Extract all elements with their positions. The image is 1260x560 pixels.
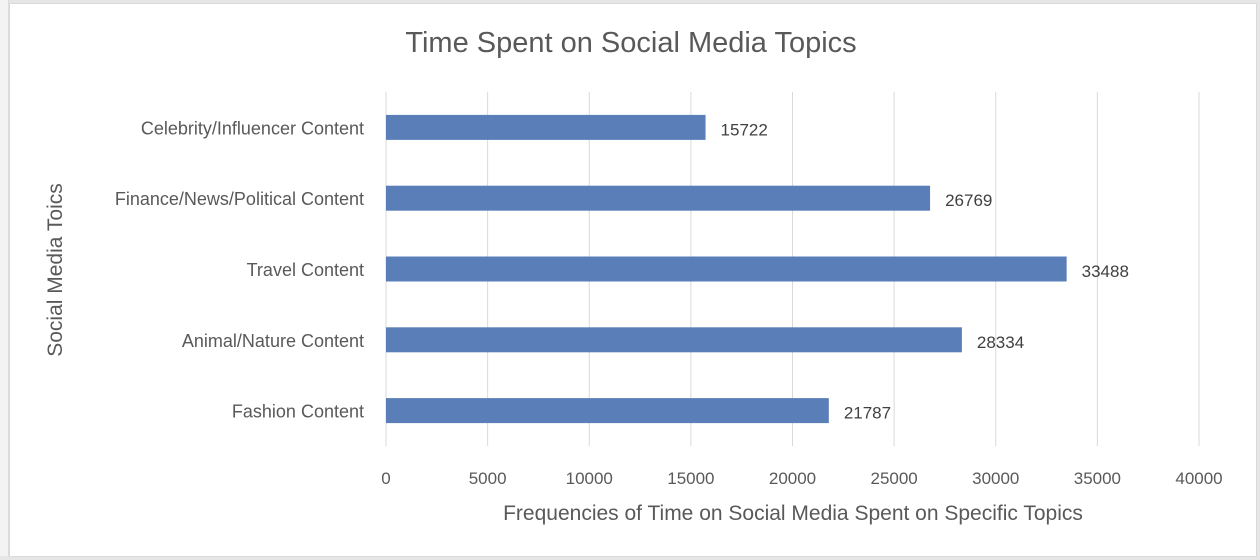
sheet-edge-right [1256,0,1260,560]
sheet-edge-left [0,0,9,560]
data-label: 15722 [721,120,768,139]
x-tick-label: 0 [381,469,390,488]
data-label: 33488 [1082,262,1129,281]
category-label: Fashion Content [232,402,364,422]
bar[interactable] [386,256,1067,282]
x-tick-label: 20000 [769,469,816,488]
chart-title: Time Spent on Social Media Topics [405,27,856,59]
x-tick-label: 10000 [566,469,613,488]
bar[interactable] [386,398,829,424]
x-tick-label: 15000 [667,469,714,488]
data-label: 26769 [945,191,992,210]
x-tick-labels: 0 5000 10000 15000 20000 25000 30000 35000 40000 [381,469,1222,488]
bar[interactable] [386,114,706,140]
category-label: Celebrity/Influencer Content [141,118,364,138]
category-label: Animal/Nature Content [182,331,364,351]
data-label: 28334 [977,333,1024,352]
y-axis-title: Social Media Toics [44,183,67,357]
x-tick-label: 5000 [469,469,507,488]
sheet-edge-bottom [0,556,1260,560]
bar[interactable] [386,185,931,211]
x-tick-label: 35000 [1074,469,1121,488]
category-label: Finance/News/Political Content [115,189,364,209]
bars [386,114,1067,424]
x-tick-label: 25000 [870,469,917,488]
category-labels: Celebrity/Influencer Content Finance/News… [115,118,364,421]
x-tick-label: 30000 [972,469,1019,488]
data-labels: 15722 26769 33488 28334 21787 [721,120,1129,422]
x-axis-title: Frequencies of Time on Social Media Spen… [503,502,1083,525]
category-label: Travel Content [247,260,364,280]
x-tick-label: 40000 [1175,469,1222,488]
bar[interactable] [386,327,962,353]
sheet-edge-top [0,0,1260,3]
data-label: 21787 [844,404,891,423]
